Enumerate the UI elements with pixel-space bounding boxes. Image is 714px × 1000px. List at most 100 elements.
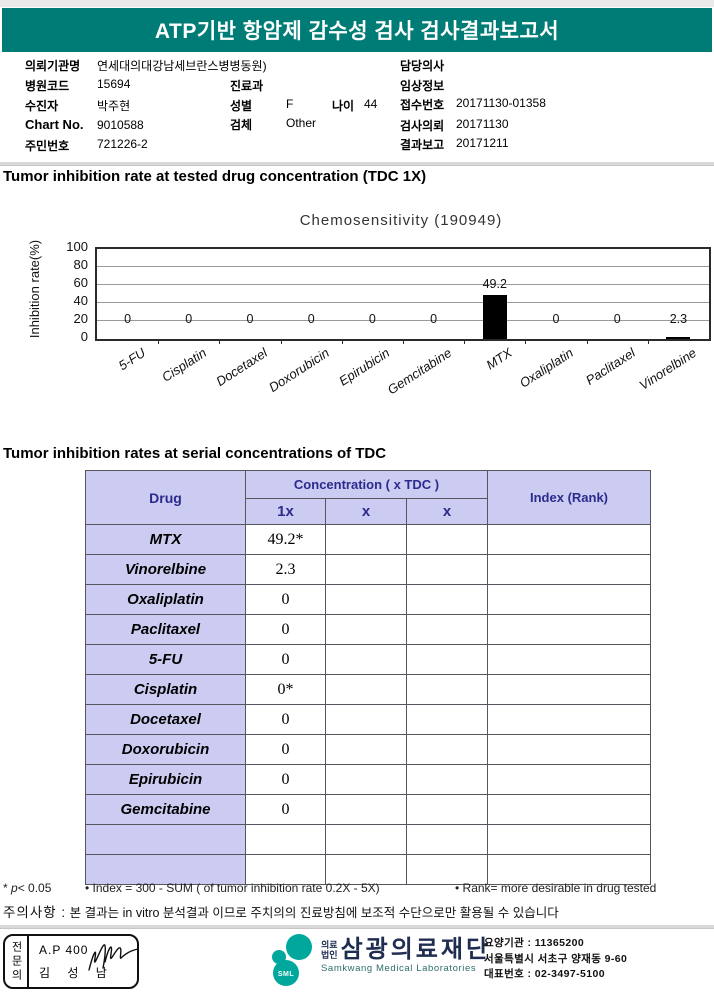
stamp-code: A.P 400 xyxy=(39,943,89,957)
valcell xyxy=(405,524,489,555)
footnote-p-value: < 0.05 xyxy=(17,881,52,895)
valcell xyxy=(405,824,489,855)
conc-col-x2: x xyxy=(325,498,407,525)
valcell xyxy=(405,674,489,705)
drugcell: 5-FU xyxy=(85,644,246,675)
y-axis-ticks: 0 20 40 60 80 100 xyxy=(40,240,88,344)
valcell: 0 xyxy=(245,704,326,735)
valcell xyxy=(325,674,407,705)
chart-no-value: 9010588 xyxy=(97,118,144,132)
valcell xyxy=(405,764,489,795)
x-category-label: Oxaliplatin xyxy=(517,345,577,391)
x-category-label: Paclitaxel xyxy=(582,345,638,388)
drugcell: MTX xyxy=(85,524,246,555)
table-header-row-2: 1x x x xyxy=(86,498,651,525)
table-row: Oxaliplatin 0 xyxy=(85,584,652,615)
signature-scribble xyxy=(88,944,139,971)
request-date-value: 20171130 xyxy=(456,117,509,131)
table-row: Paclitaxel 0 xyxy=(85,614,652,645)
drug-column-header: Drug xyxy=(85,470,246,525)
valcell: 0 xyxy=(245,764,326,795)
bar-value-label: 0 xyxy=(430,312,438,326)
valcell xyxy=(325,794,407,825)
valcell xyxy=(325,644,407,675)
valcell xyxy=(325,554,407,585)
valcell xyxy=(405,644,489,675)
section-divider xyxy=(0,162,714,166)
y-tick-label: 40 xyxy=(73,293,88,308)
notice-label: 주의사항 : xyxy=(3,905,67,920)
contact-line1: 요양기관 : 11365200 xyxy=(484,937,585,949)
indexcell xyxy=(487,704,652,735)
valcell: 49.2* xyxy=(245,524,326,555)
bar-MTX xyxy=(482,294,507,339)
valcell xyxy=(405,854,489,885)
valcell xyxy=(325,614,407,645)
table-header-row-1: Drug Concentration ( x TDC ) Index (Rank… xyxy=(85,470,652,525)
indexcell xyxy=(487,524,652,555)
indexcell xyxy=(487,764,652,795)
footnote-p: p xyxy=(11,881,18,895)
valcell: 0* xyxy=(245,674,326,705)
resident-no-label: 주민번호 xyxy=(25,139,70,153)
x-axis-tick xyxy=(280,339,282,344)
doctor-label: 담당의사 xyxy=(400,59,445,73)
drugcell: Gemcitabine xyxy=(85,794,246,825)
gridline xyxy=(97,320,709,321)
table-row xyxy=(85,854,652,885)
valcell: 2.3 xyxy=(245,554,326,585)
drugcell xyxy=(85,854,246,885)
hospital-code-value: 15694 xyxy=(97,77,131,91)
bar-value-label: 49.2 xyxy=(482,276,507,291)
valcell xyxy=(245,854,326,885)
bar-value-label: 2.3 xyxy=(669,312,688,326)
x-axis-tick xyxy=(403,339,404,344)
x-axis-tick xyxy=(647,339,649,344)
bar-value-label: 0 xyxy=(124,312,132,326)
valcell xyxy=(325,854,407,885)
valcell xyxy=(405,554,489,585)
drugcell: Paclitaxel xyxy=(85,614,246,645)
x-category-label: 5-FU xyxy=(115,345,148,374)
bar-value-label: 0 xyxy=(613,312,621,326)
footer-divider xyxy=(0,925,714,929)
age-label: 나이 xyxy=(332,99,355,113)
x-axis-tick xyxy=(219,339,221,344)
report-date-value: 20171211 xyxy=(456,136,509,150)
receipt-label: 접수번호 xyxy=(400,98,445,112)
valcell xyxy=(245,824,326,855)
logo-name-korean: 삼광의료재단 xyxy=(340,936,492,963)
patient-value: 박주현 xyxy=(97,99,131,113)
valcell xyxy=(405,584,489,615)
logo-org-type: 의료 법인 xyxy=(321,940,338,960)
table-row: Docetaxel 0 xyxy=(85,704,652,735)
table-row: Vinorelbine 2.3 xyxy=(85,554,652,585)
concentration-header: Concentration ( x TDC ) xyxy=(244,470,489,499)
org-label: 의뢰기관명 xyxy=(25,59,81,73)
bar-Vinorelbine xyxy=(666,336,691,339)
drugcell xyxy=(85,824,246,855)
valcell xyxy=(325,524,407,555)
stamp-role-label: 전문의 xyxy=(5,936,29,987)
table-row: Cisplatin 0* xyxy=(85,674,652,705)
valcell xyxy=(325,824,407,855)
bar-value-label: 0 xyxy=(185,312,193,326)
table-row: Doxorubicin 0 xyxy=(85,734,652,765)
footnote-star: * xyxy=(3,881,12,895)
x-axis-tick xyxy=(586,339,588,344)
notice-line: 주의사항 : 본 결과는 in vitro 분석결과 이므로 주치의의 진료방침… xyxy=(3,901,559,921)
gridline xyxy=(97,302,709,303)
gridline xyxy=(97,266,709,267)
logo-org-type-line1: 의료 xyxy=(321,940,338,950)
org-value: 연세대의대강남세브란스병병동원) xyxy=(97,59,267,73)
y-tick-label: 20 xyxy=(73,311,88,326)
chart-plot: 0 0 0 0 0 0 49.2 0 0 2.3 xyxy=(95,247,711,344)
drugcell: Doxorubicin xyxy=(85,734,246,765)
chart-no-label: Chart No. xyxy=(25,117,84,132)
laboratory-logo: SML 의료 법인 삼광의료재단 Samkwang Medical Labora… xyxy=(268,933,491,989)
conc-col-1x: 1x xyxy=(245,498,326,525)
indexcell xyxy=(487,614,652,645)
x-axis-tick xyxy=(341,339,343,344)
x-axis-tick xyxy=(464,339,466,344)
